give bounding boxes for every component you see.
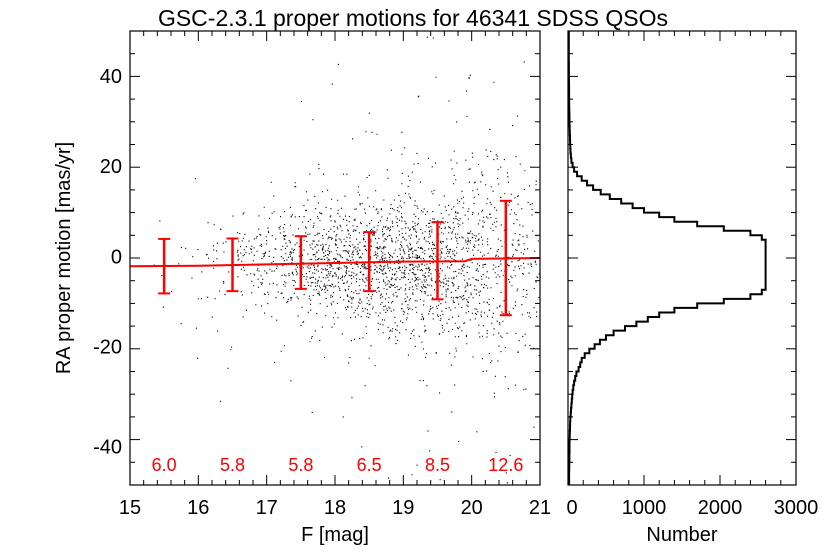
- y-tick-label-minus-20: -20: [93, 336, 122, 358]
- histogram-plot-frame: [567, 30, 797, 486]
- x-tick-label-16: 16: [187, 497, 209, 519]
- y-axis-label: RA proper motion [mas/yr]: [53, 142, 75, 374]
- sigma-value-label: 6.5: [357, 455, 382, 475]
- y-tick-label-40: 40: [100, 66, 122, 88]
- scatter-ticks: [129, 30, 541, 486]
- x-tick-label-19: 19: [392, 497, 414, 519]
- x-axis-label: F [mag]: [301, 524, 369, 546]
- x-tick-label-21: 21: [529, 497, 551, 519]
- histogram-step-line: [567, 31, 767, 485]
- x-tick-label-20: 20: [461, 497, 483, 519]
- y-tick-label-0: 0: [111, 246, 122, 268]
- histogram-ticks: [567, 30, 797, 486]
- sigma-value-label: 8.5: [425, 455, 450, 475]
- x-tick-label-15: 15: [119, 497, 141, 519]
- sigma-value-label: 5.8: [288, 455, 313, 475]
- hist-x-axis-label: Number: [646, 524, 717, 546]
- hist-x-tick-label-2000: 2000: [698, 497, 743, 519]
- hist-x-tick-label-1000: 1000: [622, 497, 667, 519]
- hist-x-tick-label-0: 0: [566, 497, 577, 519]
- sigma-value-label: 6.0: [152, 455, 177, 475]
- scatter-points: [153, 36, 541, 484]
- hist-x-tick-label-3000: 3000: [774, 497, 819, 519]
- chart-title: GSC-2.3.1 proper motions for 46341 SDSS …: [158, 5, 668, 31]
- x-tick-label-17: 17: [256, 497, 278, 519]
- sigma-value-label: 5.8: [220, 455, 245, 475]
- scatter-point-cloud: [153, 36, 541, 484]
- sigma-labels: 6.0 5.8 5.8 6.5 8.5 12.6: [152, 455, 524, 475]
- y-tick-label-20: 20: [100, 156, 122, 178]
- y-tick-label-minus-40: -40: [93, 436, 122, 458]
- scatter-panel: 6.0 5.8 5.8 6.5 8.5 12.6 15 16 17 18 19 20 21…: [53, 30, 551, 546]
- x-tick-label-18: 18: [324, 497, 346, 519]
- sigma-value-label: 12.6: [488, 455, 523, 475]
- trend-layer: [129, 199, 541, 317]
- histogram-panel: 0 1000 2000 3000 Number: [566, 30, 819, 546]
